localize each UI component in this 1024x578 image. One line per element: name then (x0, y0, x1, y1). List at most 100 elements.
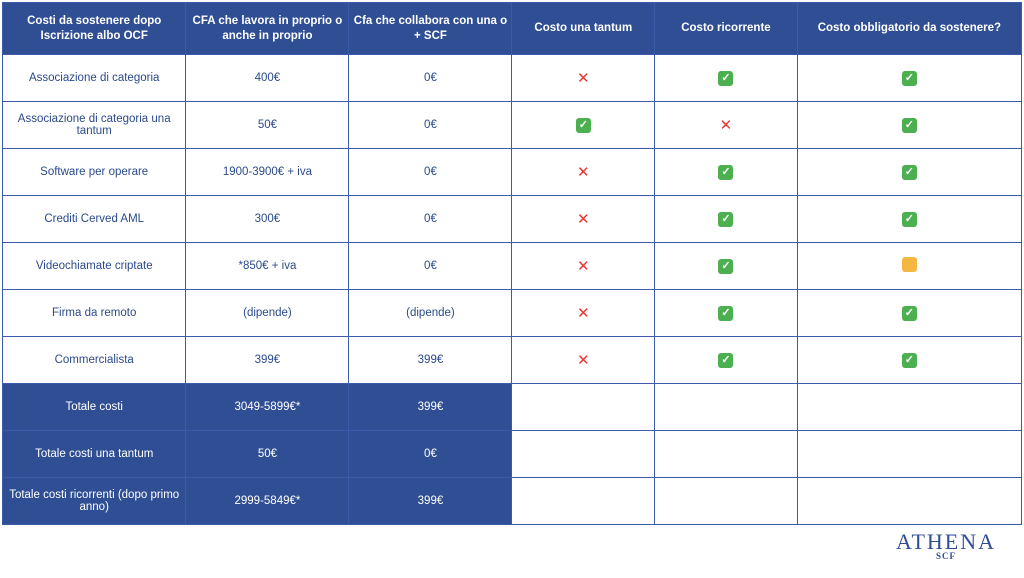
cell-scf: 0€ (349, 243, 512, 290)
cell-una: ✕ (512, 196, 655, 243)
table-row: Videochiamate criptate*850€ + iva0€ ✕ ✓ (3, 243, 1022, 290)
cell-own: 50€ (186, 102, 349, 149)
check-icon: ✓ (902, 165, 917, 180)
check-icon: ✓ (902, 212, 917, 227)
cell-scf: (dipende) (349, 290, 512, 337)
cross-icon: ✕ (720, 117, 733, 134)
summary-own: 50€ (186, 431, 349, 478)
summary-empty (655, 384, 798, 431)
cross-icon: ✕ (577, 70, 590, 87)
header-cell: Costo obbligatorio da sostenere? (797, 3, 1021, 55)
cross-icon: ✕ (577, 164, 590, 181)
summary-row: Totale costi ricorrenti (dopo primo anno… (3, 478, 1022, 525)
check-icon: ✓ (718, 353, 733, 368)
summary-empty (512, 384, 655, 431)
row-label: Software per operare (3, 149, 186, 196)
row-label: Associazione di categoria una tantum (3, 102, 186, 149)
summary-empty (797, 478, 1021, 525)
table-row: Associazione di categoria400€0€ ✕ ✓ ✓ (3, 55, 1022, 102)
cell-rec: ✓ (655, 290, 798, 337)
table-row: Associazione di categoria una tantum50€0… (3, 102, 1022, 149)
cell-own: 400€ (186, 55, 349, 102)
cell-own: *850€ + iva (186, 243, 349, 290)
cell-una: ✕ (512, 243, 655, 290)
cell-scf: 399€ (349, 337, 512, 384)
cell-obl: ✓ (797, 102, 1021, 149)
row-label: Associazione di categoria (3, 55, 186, 102)
cell-una: ✕ (512, 290, 655, 337)
summary-empty (797, 384, 1021, 431)
cell-una: ✕ (512, 337, 655, 384)
cell-obl: ✓ (797, 196, 1021, 243)
check-icon: ✓ (718, 259, 733, 274)
check-icon: ✓ (576, 118, 591, 133)
costs-table: Costi da sostenere dopo Iscrizione albo … (2, 2, 1022, 525)
cell-own: 300€ (186, 196, 349, 243)
summary-label: Totale costi (3, 384, 186, 431)
row-label: Firma da remoto (3, 290, 186, 337)
cell-scf: 0€ (349, 102, 512, 149)
cell-una: ✕ (512, 149, 655, 196)
cell-rec: ✓ (655, 337, 798, 384)
summary-scf: 0€ (349, 431, 512, 478)
cell-scf: 0€ (349, 149, 512, 196)
cell-obl: ✓ (797, 290, 1021, 337)
summary-empty (512, 478, 655, 525)
cell-own: 1900-3900€ + iva (186, 149, 349, 196)
logo-main: ATHENA (896, 532, 996, 552)
header-cell: Costi da sostenere dopo Iscrizione albo … (3, 3, 186, 55)
cross-icon: ✕ (577, 211, 590, 228)
cell-own: (dipende) (186, 290, 349, 337)
summary-own: 3049-5899€* (186, 384, 349, 431)
cell-obl (797, 243, 1021, 290)
check-icon: ✓ (718, 212, 733, 227)
row-label: Commercialista (3, 337, 186, 384)
summary-scf: 399€ (349, 384, 512, 431)
table-row: Firma da remoto(dipende)(dipende)✕✓✓ (3, 290, 1022, 337)
summary-empty (797, 431, 1021, 478)
maybe-icon (902, 257, 917, 272)
check-icon: ✓ (902, 71, 917, 86)
cell-rec: ✕ (655, 102, 798, 149)
cell-obl: ✓ (797, 337, 1021, 384)
check-icon: ✓ (718, 306, 733, 321)
costs-table-container: Costi da sostenere dopo Iscrizione albo … (2, 2, 1022, 525)
row-label: Crediti Cerved AML (3, 196, 186, 243)
table-row: Crediti Cerved AML300€0€✕✓✓ (3, 196, 1022, 243)
summary-label: Totale costi ricorrenti (dopo primo anno… (3, 478, 186, 525)
cell-scf: 0€ (349, 55, 512, 102)
cell-rec: ✓ (655, 149, 798, 196)
cell-rec: ✓ (655, 55, 798, 102)
header-cell: Costo una tantum (512, 3, 655, 55)
summary-scf: 399€ (349, 478, 512, 525)
cross-icon: ✕ (577, 305, 590, 322)
summary-empty (512, 431, 655, 478)
summary-own: 2999-5849€* (186, 478, 349, 525)
table-row: Commercialista399€399€✕✓✓ (3, 337, 1022, 384)
check-icon: ✓ (902, 118, 917, 133)
table-row: Software per operare1900-3900€ + iva0€ ✕ ✓… (3, 149, 1022, 196)
cell-obl: ✓ (797, 149, 1021, 196)
row-label: Videochiamate criptate (3, 243, 186, 290)
cell-una: ✕ (512, 55, 655, 102)
cell-own: 399€ (186, 337, 349, 384)
summary-empty (655, 478, 798, 525)
check-icon: ✓ (902, 353, 917, 368)
cross-icon: ✕ (577, 352, 590, 369)
cell-obl: ✓ (797, 55, 1021, 102)
check-icon: ✓ (718, 165, 733, 180)
athena-logo: ATHENA SCF (896, 532, 996, 560)
summary-row: Totale costi una tantum50€0€ (3, 431, 1022, 478)
check-icon: ✓ (902, 306, 917, 321)
header-cell: Costo ricorrente (655, 3, 798, 55)
header-cell: Cfa che collabora con una o + SCF (349, 3, 512, 55)
header-row: Costi da sostenere dopo Iscrizione albo … (3, 3, 1022, 55)
summary-empty (655, 431, 798, 478)
header-cell: CFA che lavora in proprio o anche in pro… (186, 3, 349, 55)
cross-icon: ✕ (577, 258, 590, 275)
cell-rec: ✓ (655, 243, 798, 290)
cell-una: ✓ (512, 102, 655, 149)
cell-rec: ✓ (655, 196, 798, 243)
summary-row: Totale costi3049-5899€*399€ (3, 384, 1022, 431)
check-icon: ✓ (718, 71, 733, 86)
